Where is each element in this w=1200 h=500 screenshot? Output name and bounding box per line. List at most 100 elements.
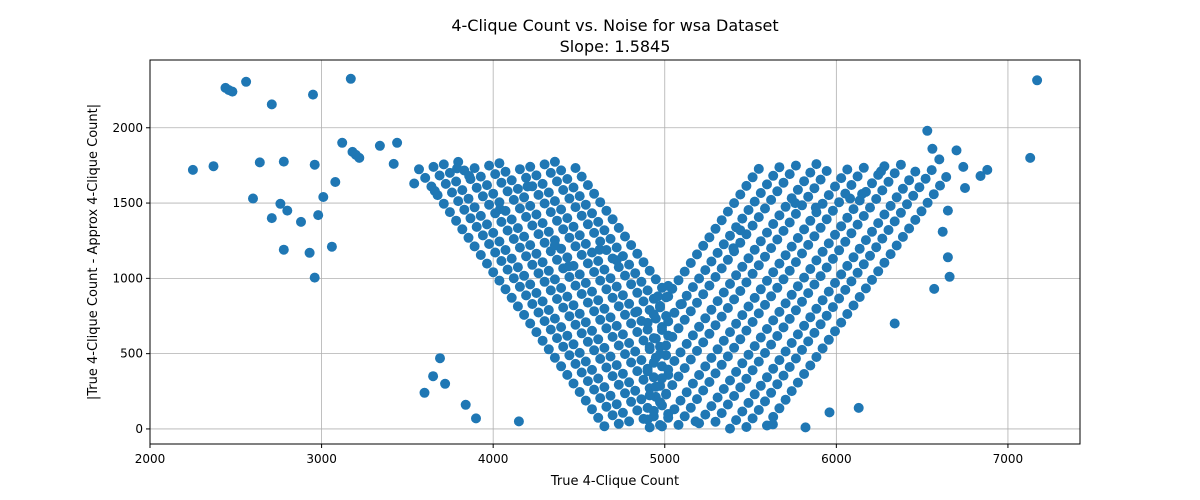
data-point <box>879 209 890 220</box>
data-point <box>836 269 847 280</box>
data-point <box>539 159 550 170</box>
data-point <box>521 211 532 222</box>
data-point <box>780 346 791 357</box>
data-point <box>700 265 711 276</box>
data-point <box>840 236 851 247</box>
data-point <box>716 408 727 419</box>
data-point <box>552 176 562 187</box>
data-point <box>784 217 795 228</box>
data-point <box>309 272 320 283</box>
data-point <box>690 416 701 427</box>
data-point <box>638 296 649 307</box>
data-point <box>570 280 581 291</box>
data-point <box>679 411 690 422</box>
data-point <box>871 242 882 253</box>
data-point <box>747 365 758 376</box>
data-point <box>527 259 538 270</box>
data-point <box>661 340 672 351</box>
data-point <box>435 353 445 364</box>
data-point <box>525 200 536 211</box>
data-point <box>710 416 721 427</box>
data-point <box>525 240 536 251</box>
data-point <box>811 255 822 266</box>
data-point <box>208 161 219 172</box>
data-point <box>768 411 779 422</box>
data-point <box>942 205 953 216</box>
data-point <box>428 161 439 172</box>
data-point <box>792 233 803 243</box>
data-point <box>792 377 803 388</box>
data-point <box>772 379 783 390</box>
data-point <box>706 352 717 363</box>
chart-title: 4-Clique Count vs. Noise for wsa Dataset <box>451 16 778 35</box>
data-point <box>531 209 542 220</box>
data-point <box>860 283 871 294</box>
data-point <box>805 167 816 178</box>
data-point <box>753 212 764 223</box>
data-point <box>780 201 791 212</box>
data-point <box>790 160 801 171</box>
data-point <box>488 188 499 199</box>
data-point <box>502 264 513 275</box>
data-point <box>885 200 896 211</box>
data-point <box>792 184 803 195</box>
x-tick-label: 7000 <box>993 452 1024 466</box>
data-point <box>539 237 550 248</box>
data-point <box>463 193 474 204</box>
data-point <box>704 280 715 291</box>
data-point <box>743 301 754 312</box>
data-point <box>797 344 807 355</box>
data-point <box>506 175 517 186</box>
data-point <box>543 305 554 315</box>
data-point <box>599 225 610 236</box>
data-point <box>737 261 748 272</box>
data-point <box>438 159 449 170</box>
x-tick-label: 3000 <box>306 452 337 466</box>
data-point <box>667 380 678 391</box>
data-point <box>599 264 610 275</box>
data-point <box>543 344 554 355</box>
data-point <box>444 207 455 218</box>
data-point <box>531 288 542 298</box>
data-point <box>617 290 628 301</box>
chart-subtitle: Slope: 1.5845 <box>560 37 671 56</box>
data-point <box>636 355 647 366</box>
data-point <box>749 341 760 352</box>
data-point <box>502 186 513 197</box>
data-point <box>620 349 630 360</box>
data-point <box>549 196 560 207</box>
x-tick-label: 2000 <box>135 452 166 466</box>
data-point <box>790 305 801 316</box>
data-point <box>650 333 661 344</box>
data-point <box>712 344 723 355</box>
data-point <box>440 378 451 389</box>
data-point <box>549 240 560 251</box>
data-point <box>821 166 832 176</box>
data-point <box>611 242 622 253</box>
data-point <box>644 342 655 352</box>
data-point <box>475 250 486 260</box>
data-point <box>521 172 532 183</box>
data-point <box>533 268 544 279</box>
data-point <box>753 405 764 415</box>
data-point <box>556 204 567 215</box>
data-point <box>716 311 727 322</box>
data-point <box>749 292 760 303</box>
data-point <box>570 358 581 369</box>
data-point <box>710 223 721 234</box>
data-point <box>718 335 729 346</box>
data-point <box>599 303 610 314</box>
data-point <box>735 225 746 236</box>
data-point <box>895 159 906 170</box>
data-point <box>778 274 789 285</box>
data-point <box>797 296 807 307</box>
data-point <box>809 183 820 194</box>
data-point <box>877 185 888 196</box>
data-point <box>580 395 591 406</box>
data-point <box>865 250 875 261</box>
x-tick-label: 6000 <box>821 452 852 466</box>
data-point <box>786 338 797 348</box>
data-point <box>354 152 365 163</box>
data-point <box>762 179 772 190</box>
data-point <box>712 296 723 307</box>
